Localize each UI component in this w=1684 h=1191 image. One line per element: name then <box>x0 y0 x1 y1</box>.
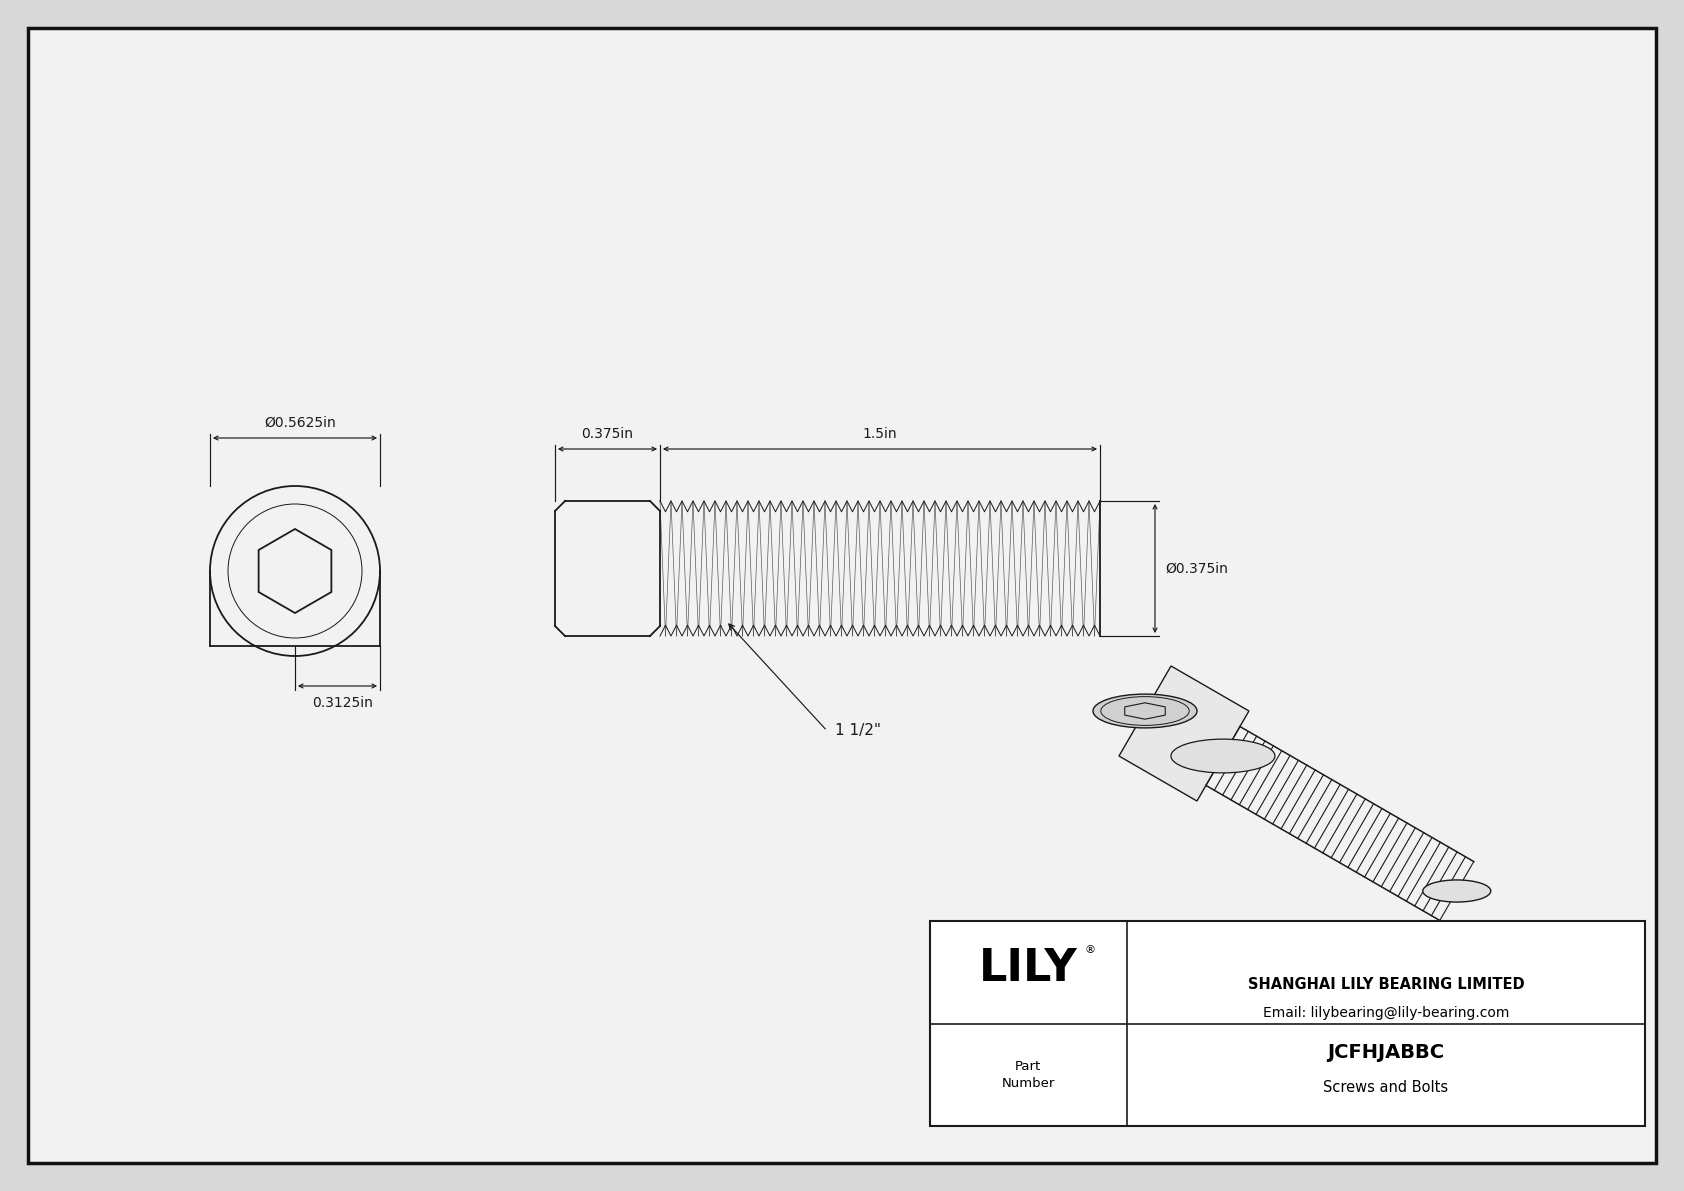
Ellipse shape <box>1189 744 1256 767</box>
Text: LILY: LILY <box>978 947 1078 990</box>
Text: ®: ® <box>1084 946 1096 955</box>
Text: Ø0.375in: Ø0.375in <box>1165 561 1228 575</box>
Text: 1.5in: 1.5in <box>862 428 898 441</box>
Bar <box>930 921 1645 1125</box>
Text: 1 1/2": 1 1/2" <box>835 723 881 738</box>
Text: Email: lilybearing@lily-bearing.com: Email: lilybearing@lily-bearing.com <box>1263 1006 1509 1021</box>
Text: SHANGHAI LILY BEARING LIMITED: SHANGHAI LILY BEARING LIMITED <box>1248 977 1524 992</box>
Text: Part
Number: Part Number <box>1002 1060 1054 1090</box>
Text: JCFHJABBC: JCFHJABBC <box>1327 1042 1445 1061</box>
Text: 0.375in: 0.375in <box>581 428 633 441</box>
Text: 0.3125in: 0.3125in <box>312 696 372 710</box>
Ellipse shape <box>1423 880 1490 902</box>
Text: Ø0.5625in: Ø0.5625in <box>264 416 335 430</box>
Text: Screws and Bolts: Screws and Bolts <box>1324 1079 1448 1095</box>
Polygon shape <box>1118 666 1250 802</box>
Ellipse shape <box>1170 740 1275 773</box>
Ellipse shape <box>1093 694 1197 728</box>
